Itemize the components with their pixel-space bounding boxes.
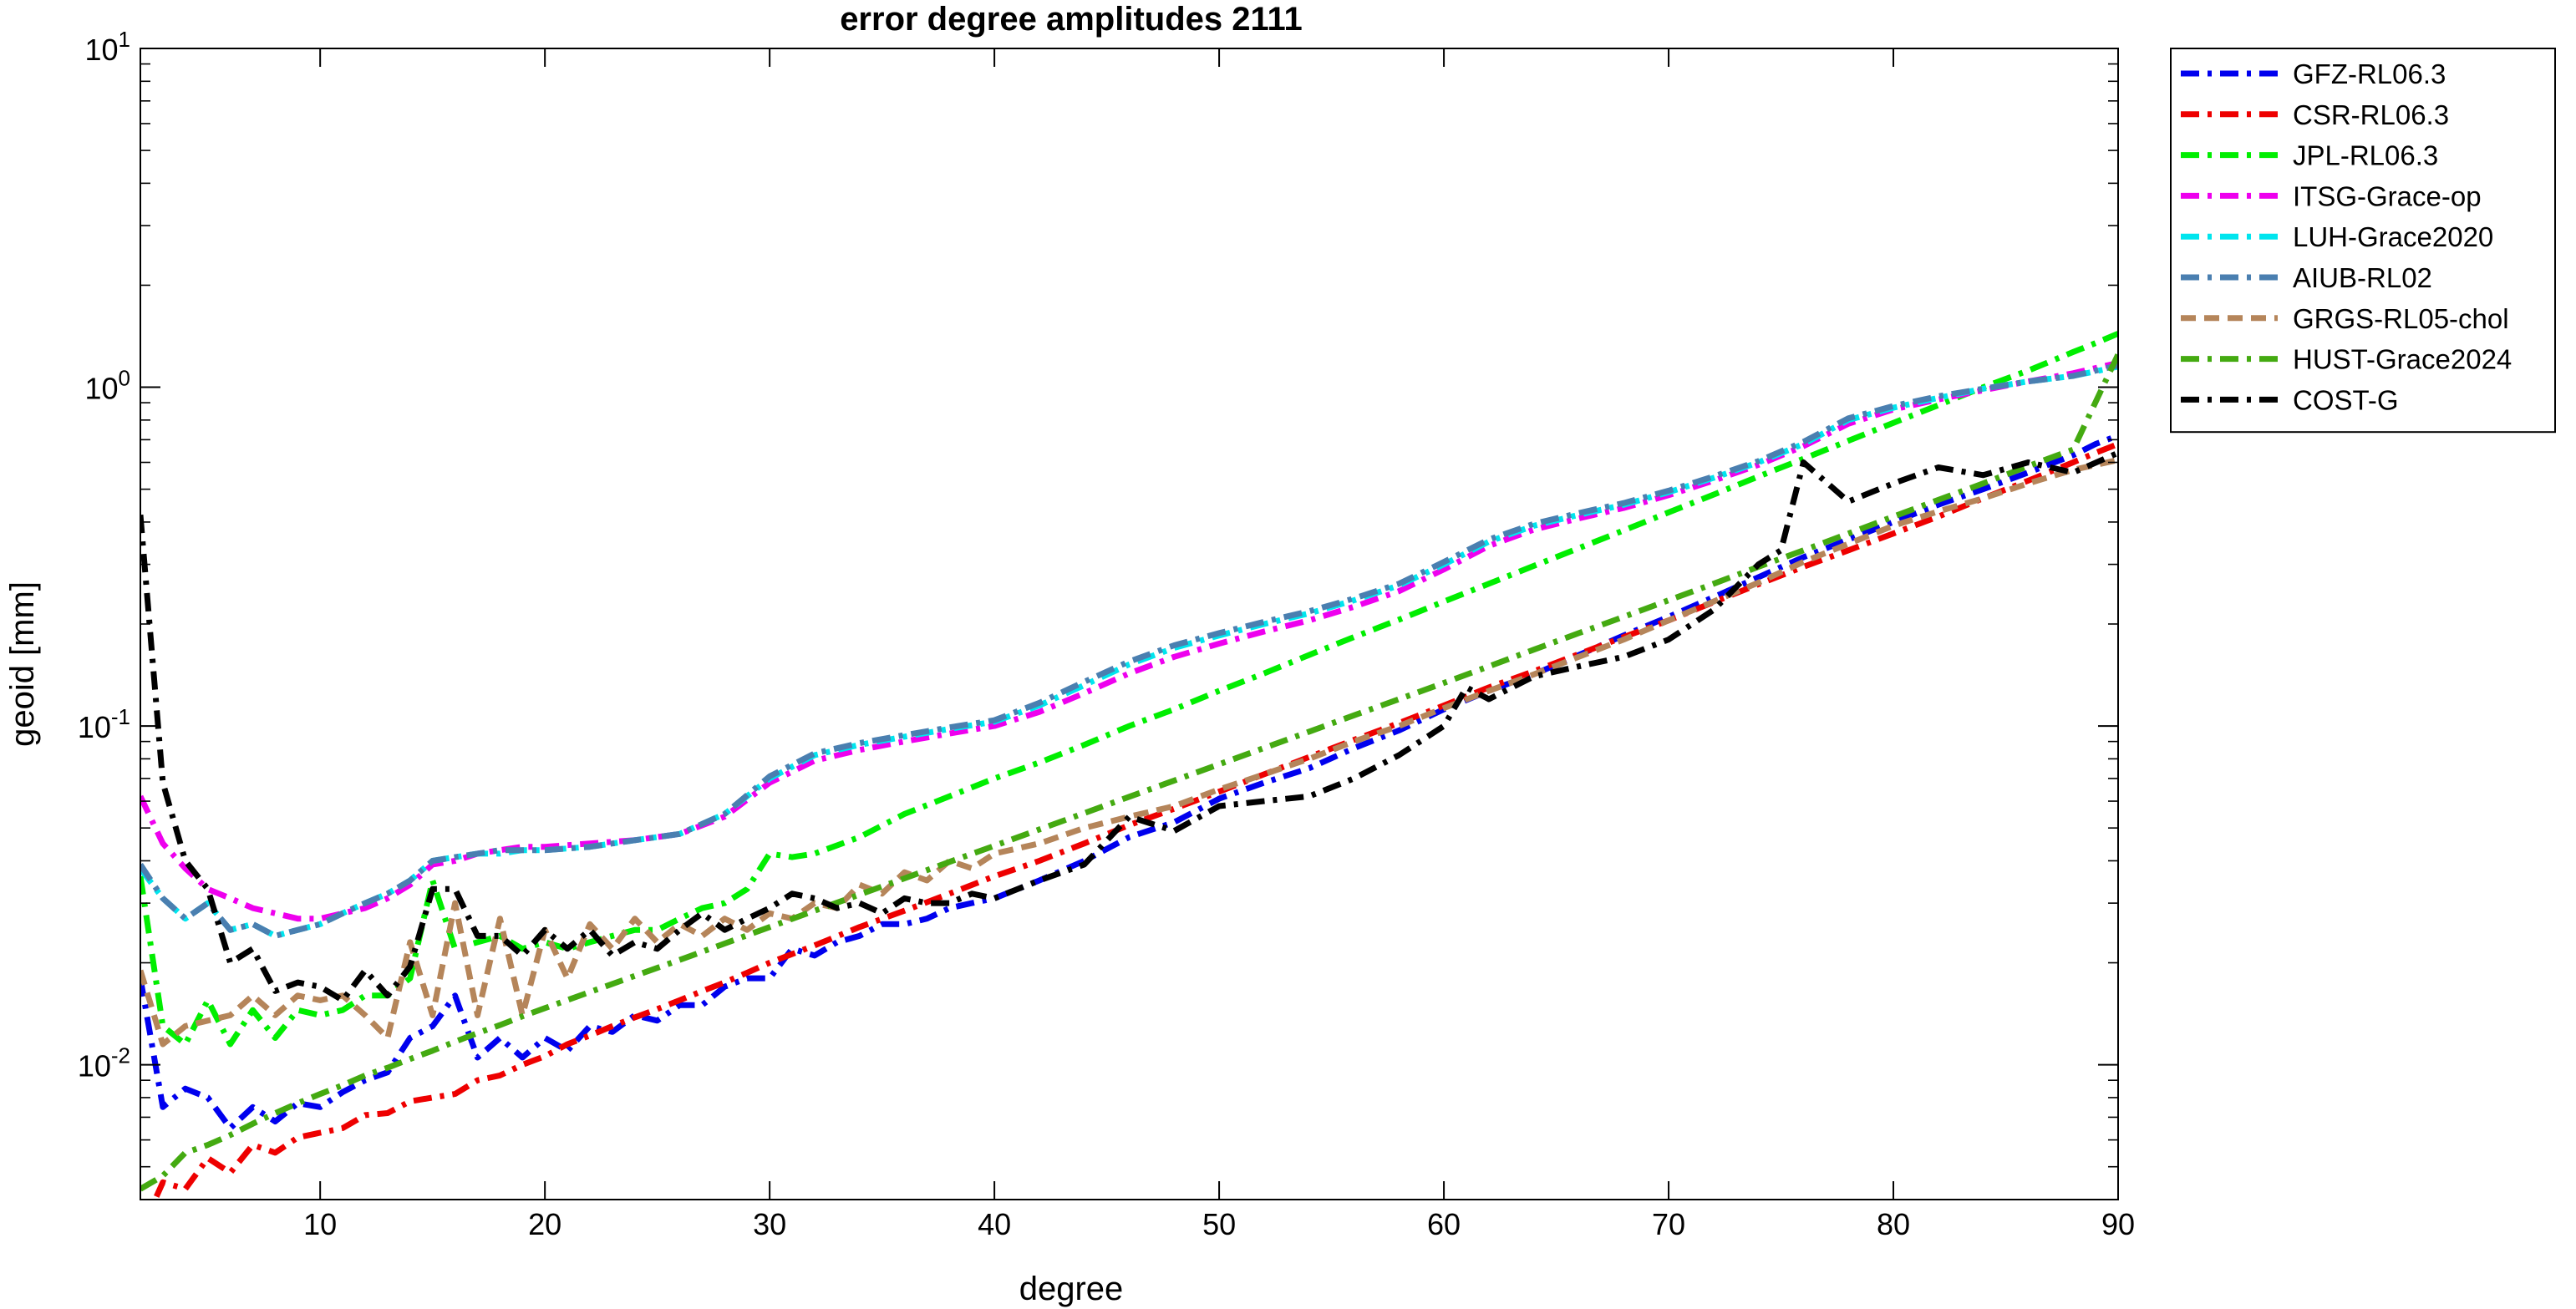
chart-title: error degree amplitudes 2111 bbox=[840, 1, 1303, 38]
y-tick-label: 10-2 bbox=[78, 1043, 130, 1083]
legend-entry: AIUB-RL02 bbox=[2293, 262, 2432, 293]
legend-entry: CSR-RL06.3 bbox=[2293, 99, 2449, 130]
x-tick-label: 20 bbox=[528, 1207, 561, 1241]
y-tick-label: 101 bbox=[84, 27, 130, 67]
axes-box bbox=[140, 48, 2119, 1200]
x-tick-label: 80 bbox=[1877, 1207, 1910, 1241]
x-tick-label: 50 bbox=[1202, 1207, 1236, 1241]
series-line-gfz-rl06-3 bbox=[140, 433, 2118, 1131]
y-tick-label: 100 bbox=[84, 366, 130, 406]
series-line-hust-grace2024 bbox=[140, 353, 2118, 1192]
plot-area: 10 20 30 40 50 60 70 80 90 10-2 10-1 100 101 bbox=[78, 27, 2135, 1241]
legend-entry: HUST-Grace2024 bbox=[2293, 344, 2512, 375]
legend-entry: GFZ-RL06.3 bbox=[2293, 58, 2446, 89]
x-tick-label: 10 bbox=[303, 1207, 337, 1241]
series-line-cost-g bbox=[140, 449, 2118, 1003]
legend-entry: ITSG-Grace-op bbox=[2293, 180, 2482, 211]
series-line-jpl-rl06-3 bbox=[140, 331, 2118, 1048]
x-tick-label: 90 bbox=[2101, 1207, 2135, 1241]
y-axis-label: geoid [mm] bbox=[4, 581, 41, 747]
x-tick-label: 70 bbox=[1652, 1207, 1685, 1241]
series-group bbox=[140, 331, 2118, 1200]
legend-entry: COST-G bbox=[2293, 384, 2399, 415]
series-line-aiub-rl02 bbox=[140, 362, 2118, 939]
series-line-grgs-rl05-chol bbox=[140, 457, 2118, 1048]
legend-entry: LUH-Grace2020 bbox=[2293, 221, 2493, 252]
x-axis-label: degree bbox=[1019, 1271, 1124, 1307]
legend-entry: GRGS-RL05-chol bbox=[2293, 303, 2509, 334]
x-tick-label: 30 bbox=[753, 1207, 786, 1241]
y-tick-label: 10-1 bbox=[78, 704, 130, 744]
legend: GFZ-RL06.3 CSR-RL06.3 JPL-RL06.3 ITSG-Grace… bbox=[2170, 48, 2556, 434]
series-line-csr-rl06-3 bbox=[151, 441, 2118, 1200]
x-tick-label: 60 bbox=[1427, 1207, 1461, 1241]
legend-entry: JPL-RL06.3 bbox=[2293, 140, 2438, 171]
x-tick-label: 40 bbox=[978, 1207, 1011, 1241]
